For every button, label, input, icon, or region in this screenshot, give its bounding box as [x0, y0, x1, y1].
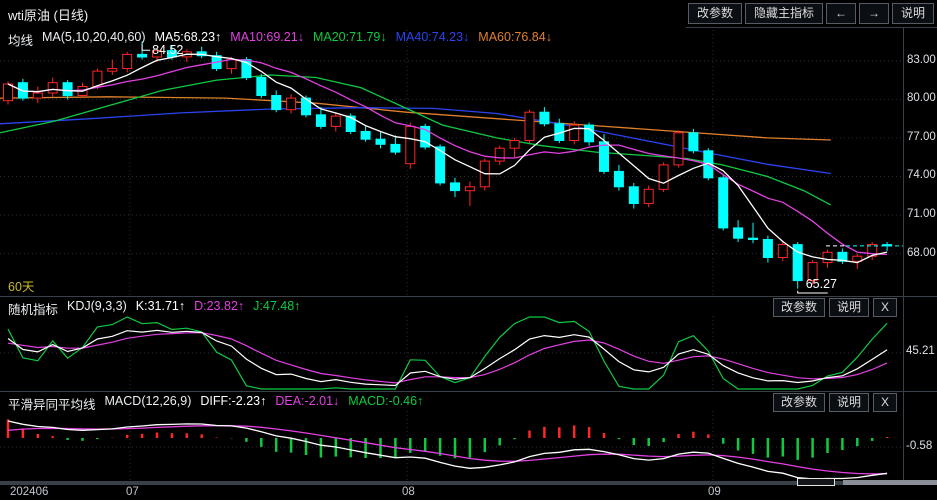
kdj-pane-buttons: 改参数 说明 X [772, 298, 897, 317]
symbol-title: wti原油 (日线) [8, 8, 89, 23]
kdj-value-2: J:47.48↑ [253, 299, 301, 313]
diff-line [7, 420, 888, 480]
macd-chart[interactable] [0, 411, 903, 481]
ma-value-2: MA20:71.79↓ [312, 30, 387, 44]
main-indicator-legend: 均线 MA(5,10,20,40,60) MA5:68.23↑ MA10:69.2… [8, 30, 552, 49]
ma-value-4: MA60:76.84↓ [478, 30, 552, 44]
next-indicator-button[interactable]: → [858, 3, 889, 24]
close-button[interactable]: X [872, 298, 897, 317]
h-scrollbar-track[interactable] [0, 481, 937, 485]
macd-value-0: DIFF:-2.23↑ [200, 394, 267, 408]
ma-value-1: MA10:69.21↓ [230, 30, 304, 44]
candlesticks [3, 41, 893, 289]
hide-main-indicator-button[interactable]: 隐藏主指标 [744, 3, 823, 24]
high-marker [141, 44, 151, 51]
d-line [7, 332, 888, 384]
price-tick: 77.00 [907, 130, 936, 143]
macd-value-1: DEA:-2.01↓ [275, 394, 340, 408]
price-tick: 68.00 [907, 246, 936, 259]
ma-value-0: MA5:68.23↑ [154, 30, 222, 44]
time-tick: 07 [126, 486, 139, 498]
ma5-line [7, 53, 888, 264]
change-params-button[interactable]: 改参数 [772, 393, 825, 412]
ma-overlay-lines [0, 74, 832, 206]
ma-value-3: MA40:74.23↓ [395, 30, 470, 44]
kdj-indicator-name: 随机指标 [8, 303, 59, 317]
time-tick: 08 [402, 486, 415, 498]
price-tick: 71.00 [907, 208, 936, 221]
change-params-button[interactable]: 改参数 [772, 298, 825, 317]
macd-axis-value: -0.58 [906, 440, 933, 452]
kdj-legend: 随机指标 KDJ(9,3,3) K:31.71↑ D:23.82↑ J:47.48↑ [8, 299, 300, 318]
low-annotation: 65.27 [805, 277, 837, 291]
close-button[interactable]: X [872, 393, 897, 412]
price-tick: 83.00 [907, 53, 936, 66]
macd-pane-buttons: 改参数 说明 X [772, 393, 897, 412]
toolbar-underline [686, 27, 937, 28]
h-scrollbar-thumb[interactable] [797, 478, 835, 486]
kdj-divider [0, 296, 937, 297]
gridlines [0, 316, 903, 390]
macd-indicator-name: 平滑异同平均线 [8, 398, 96, 412]
help-button[interactable]: 说明 [828, 393, 869, 412]
ma-values: MA5:68.23↑ MA10:69.21↓ MA20:71.79↓ MA40:74.… [155, 30, 552, 49]
prev-indicator-button[interactable]: ← [825, 3, 856, 24]
kdj-value-0: K:31.71↑ [135, 299, 186, 313]
candlestick-chart[interactable] [0, 30, 903, 296]
help-button[interactable]: 说明 [828, 298, 869, 317]
kdj-value-1: D:23.82↑ [194, 299, 245, 313]
price-tick: 74.00 [907, 169, 936, 182]
h-scrollbar-segment[interactable] [843, 480, 937, 485]
axis-border [903, 28, 904, 484]
kdj-values: K:31.71↑ D:23.82↑ J:47.48↑ [136, 299, 301, 318]
macd-divider [0, 391, 937, 392]
main-indicator-formula: MA(5,10,20,40,60) [42, 30, 146, 44]
kdj-chart[interactable] [0, 316, 903, 390]
price-tick: 80.00 [907, 92, 936, 105]
kdj-formula: KDJ(9,3,3) [67, 299, 127, 313]
dea-line [7, 425, 888, 475]
macd-value-2: MACD:-0.46↑ [348, 394, 424, 408]
low-marker [797, 290, 828, 294]
macd-legend: 平滑异同平均线 MACD(12,26,9) DIFF:-2.23↑ DEA:-2.… [8, 394, 423, 413]
change-params-button[interactable]: 改参数 [687, 3, 742, 24]
macd-values: DIFF:-2.23↑ DEA:-2.01↓ MACD:-0.46↑ [200, 394, 423, 413]
j-line [7, 316, 888, 390]
help-button[interactable]: 说明 [891, 3, 934, 24]
macd-formula: MACD(12,26,9) [104, 394, 192, 408]
ma10-line [7, 58, 888, 256]
high-annotation: 84.52 [152, 43, 184, 58]
visible-range-label: 60天 [8, 280, 35, 294]
time-tick: 09 [708, 486, 721, 498]
main-toolbar: 改参数 隐藏主指标 ← → 说明 [687, 3, 934, 24]
time-tick: 202406 [10, 486, 49, 498]
kdj-axis-value: 45.21 [906, 345, 935, 357]
main-indicator-name: 均线 [8, 34, 34, 48]
macd-histogram [6, 419, 889, 460]
k-line [7, 329, 888, 387]
